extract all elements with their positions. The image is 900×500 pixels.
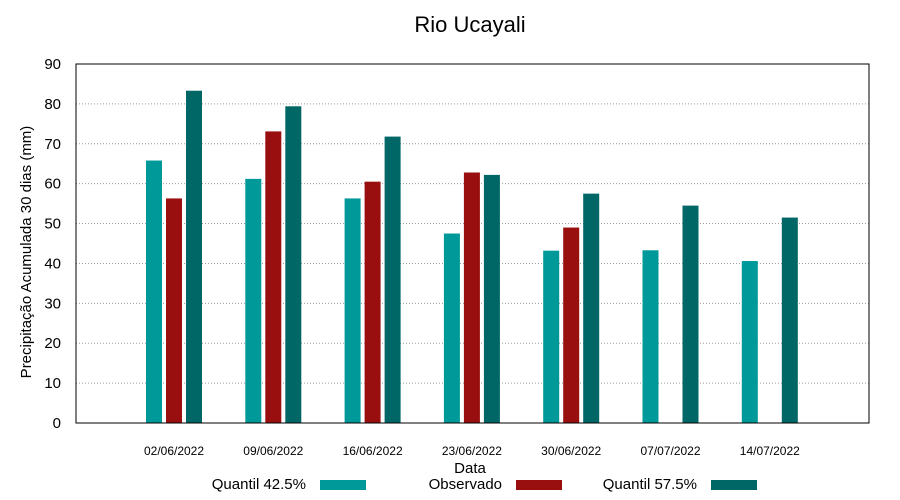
y-axis-ticks: 0 10 20 30 40 50 60 70 80 90	[44, 56, 61, 432]
legend-swatch	[516, 480, 562, 490]
y-tick-label: 40	[44, 255, 61, 272]
bar-quantil-42-5--6	[741, 261, 758, 423]
bar-quantil-57-5--2	[384, 136, 401, 423]
bar-quantil-42-5--4	[543, 250, 560, 423]
bar-observado-1	[265, 131, 282, 423]
plot-frame	[75, 63, 870, 424]
bar-quantil-57-5--4	[583, 193, 600, 423]
bar-observado-4	[563, 227, 580, 423]
bar-quantil-57-5--0	[186, 90, 202, 423]
bar-observado-2	[364, 181, 381, 423]
bar-quantil-42-5--3	[443, 233, 460, 423]
chart-title: Rio Ucayali	[414, 12, 525, 37]
bars	[146, 90, 798, 423]
x-tick-label: 02/06/2022	[144, 444, 204, 458]
y-tick-label: 60	[44, 176, 61, 193]
x-axis-ticks: 02/06/2022 09/06/2022 16/06/2022 23/06/2022…	[144, 444, 800, 458]
legend-label: Quantil 57.5%	[603, 476, 697, 493]
bar-quantil-57-5--1	[285, 106, 302, 423]
x-tick-label: 23/06/2022	[442, 444, 502, 458]
x-tick-label: 14/07/2022	[740, 444, 800, 458]
x-tick-label: 07/07/2022	[640, 444, 700, 458]
bar-quantil-57-5--5	[682, 205, 699, 423]
legend-swatch	[711, 480, 757, 490]
bar-quantil-57-5--3	[483, 174, 500, 423]
legend-label: Quantil 42.5%	[212, 476, 306, 493]
y-axis-label: Precipitação Acumulada 30 dias (mm)	[18, 126, 35, 379]
bar-observado-0	[166, 198, 182, 423]
legend-swatch	[320, 480, 366, 490]
y-tick-label: 90	[44, 56, 61, 73]
bar-quantil-57-5--6	[781, 217, 798, 423]
bar-observado-3	[463, 172, 480, 423]
y-tick-label: 50	[44, 216, 61, 233]
y-tick-label: 20	[44, 335, 61, 352]
y-tick-label: 30	[44, 295, 61, 312]
y-tick-label: 80	[44, 96, 61, 113]
bar-quantil-42-5--5	[642, 250, 659, 423]
bar-quantil-42-5--1	[245, 178, 262, 423]
x-tick-label: 09/06/2022	[243, 444, 303, 458]
bar-quantil-42-5--2	[344, 198, 361, 423]
legend: Quantil 42.5% Observado Quantil 57.5%	[212, 476, 757, 493]
x-axis-label: Data	[454, 460, 486, 477]
legend-label: Observado	[429, 476, 502, 493]
y-tick-label: 10	[44, 375, 61, 392]
bar-quantil-42-5--0	[146, 160, 162, 423]
y-tick-label: 70	[44, 136, 61, 153]
x-tick-label: 16/06/2022	[343, 444, 403, 458]
x-tick-label: 30/06/2022	[541, 444, 601, 458]
y-tick-label: 0	[53, 415, 61, 432]
